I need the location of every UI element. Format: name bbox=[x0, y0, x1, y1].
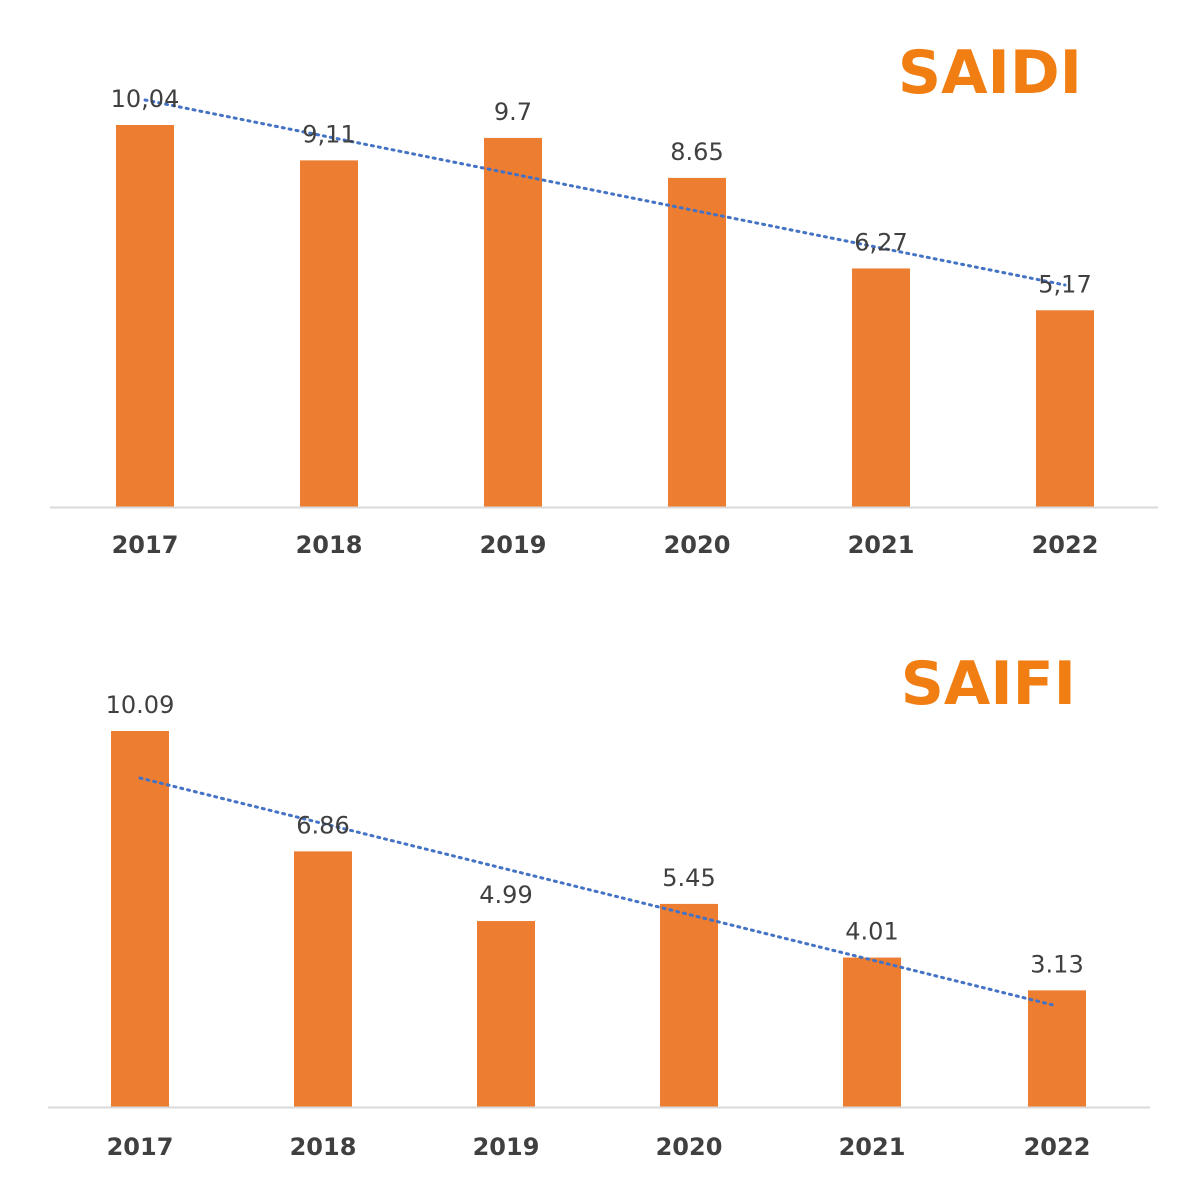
saifi-bar-2021 bbox=[843, 957, 901, 1107]
saifi-bar-2022 bbox=[1028, 990, 1086, 1107]
saidi-bar-2018 bbox=[300, 160, 358, 507]
saifi-bar-2018 bbox=[294, 851, 352, 1107]
saifi-chart: SAIFI 10.09 6.86 4.99 5.45 4.01 3.13 2017 2018 20… bbox=[48, 649, 1150, 1161]
saidi-tick-label-2018: 2018 bbox=[296, 531, 363, 559]
saidi-bar-2022 bbox=[1036, 310, 1094, 507]
saifi-tick-label-2018: 2018 bbox=[290, 1133, 357, 1161]
saifi-tick-label-2021: 2021 bbox=[839, 1133, 906, 1161]
saidi-trendline bbox=[143, 98, 1067, 287]
saifi-bar-2020 bbox=[660, 903, 718, 1107]
saidi-data-label-2022: 5,17 bbox=[1038, 270, 1091, 298]
saifi-bar-2019 bbox=[477, 921, 535, 1107]
saidi-data-label-2021: 6,27 bbox=[854, 228, 907, 256]
saifi-data-label-2020: 5.45 bbox=[662, 864, 715, 892]
saifi-data-label-2018: 6.86 bbox=[296, 811, 349, 839]
saifi-chart-title: SAIFI bbox=[901, 649, 1076, 719]
saidi-tick-label-2020: 2020 bbox=[664, 531, 731, 559]
saidi-bar-2021 bbox=[852, 268, 910, 507]
saidi-chart: SAIDI 10,04 9,11 9.7 8.65 6,27 5,17 2017 2018 201… bbox=[50, 38, 1158, 559]
saifi-data-label-2019: 4.99 bbox=[479, 881, 532, 909]
saidi-data-label-2020: 8.65 bbox=[670, 138, 723, 166]
saifi-tick-label-2022: 2022 bbox=[1024, 1133, 1091, 1161]
saidi-data-label-2019: 9.7 bbox=[494, 98, 532, 126]
saidi-bar-2017 bbox=[116, 125, 174, 507]
saifi-data-label-2017: 10.09 bbox=[106, 691, 175, 719]
saidi-tick-label-2019: 2019 bbox=[480, 531, 547, 559]
saifi-bar-2017 bbox=[111, 731, 169, 1107]
saifi-tick-label-2020: 2020 bbox=[656, 1133, 723, 1161]
saidi-bar-2020 bbox=[668, 177, 726, 507]
saidi-bar-2019 bbox=[484, 137, 542, 507]
saifi-tick-label-2019: 2019 bbox=[473, 1133, 540, 1161]
saifi-data-label-2021: 4.01 bbox=[845, 918, 898, 946]
saidi-tick-label-2021: 2021 bbox=[848, 531, 915, 559]
saifi-data-label-2022: 3.13 bbox=[1030, 950, 1083, 978]
saifi-tick-label-2017: 2017 bbox=[107, 1133, 174, 1161]
saidi-chart-title: SAIDI bbox=[898, 38, 1082, 108]
saidi-tick-label-2022: 2022 bbox=[1032, 531, 1099, 559]
saidi-data-label-2018: 9,11 bbox=[302, 120, 355, 148]
saidi-data-label-2017: 10,04 bbox=[111, 85, 180, 113]
saifi-trendline bbox=[138, 776, 1059, 1008]
saidi-tick-label-2017: 2017 bbox=[112, 531, 179, 559]
